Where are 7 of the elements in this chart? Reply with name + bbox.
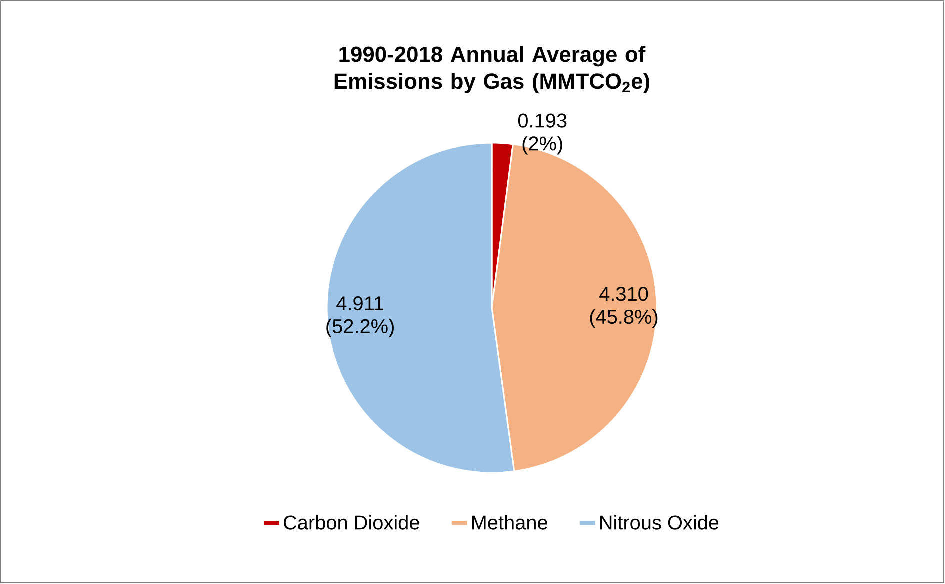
- data-label: 4.911 (52.2%): [326, 296, 394, 338]
- legend-label: Methane: [472, 515, 548, 530]
- legend-label: Nitrous Oxide: [600, 515, 719, 530]
- data-label: 0.193 (2%): [518, 114, 567, 155]
- data-label: 4.310 (45.8%): [590, 287, 658, 328]
- chart-title: 1990-2018 Annual Average of Emissions by Gas (MMTCO$_{2}$e): [334, 46, 650, 94]
- legend-label: Carbon Dioxide: [284, 515, 420, 530]
